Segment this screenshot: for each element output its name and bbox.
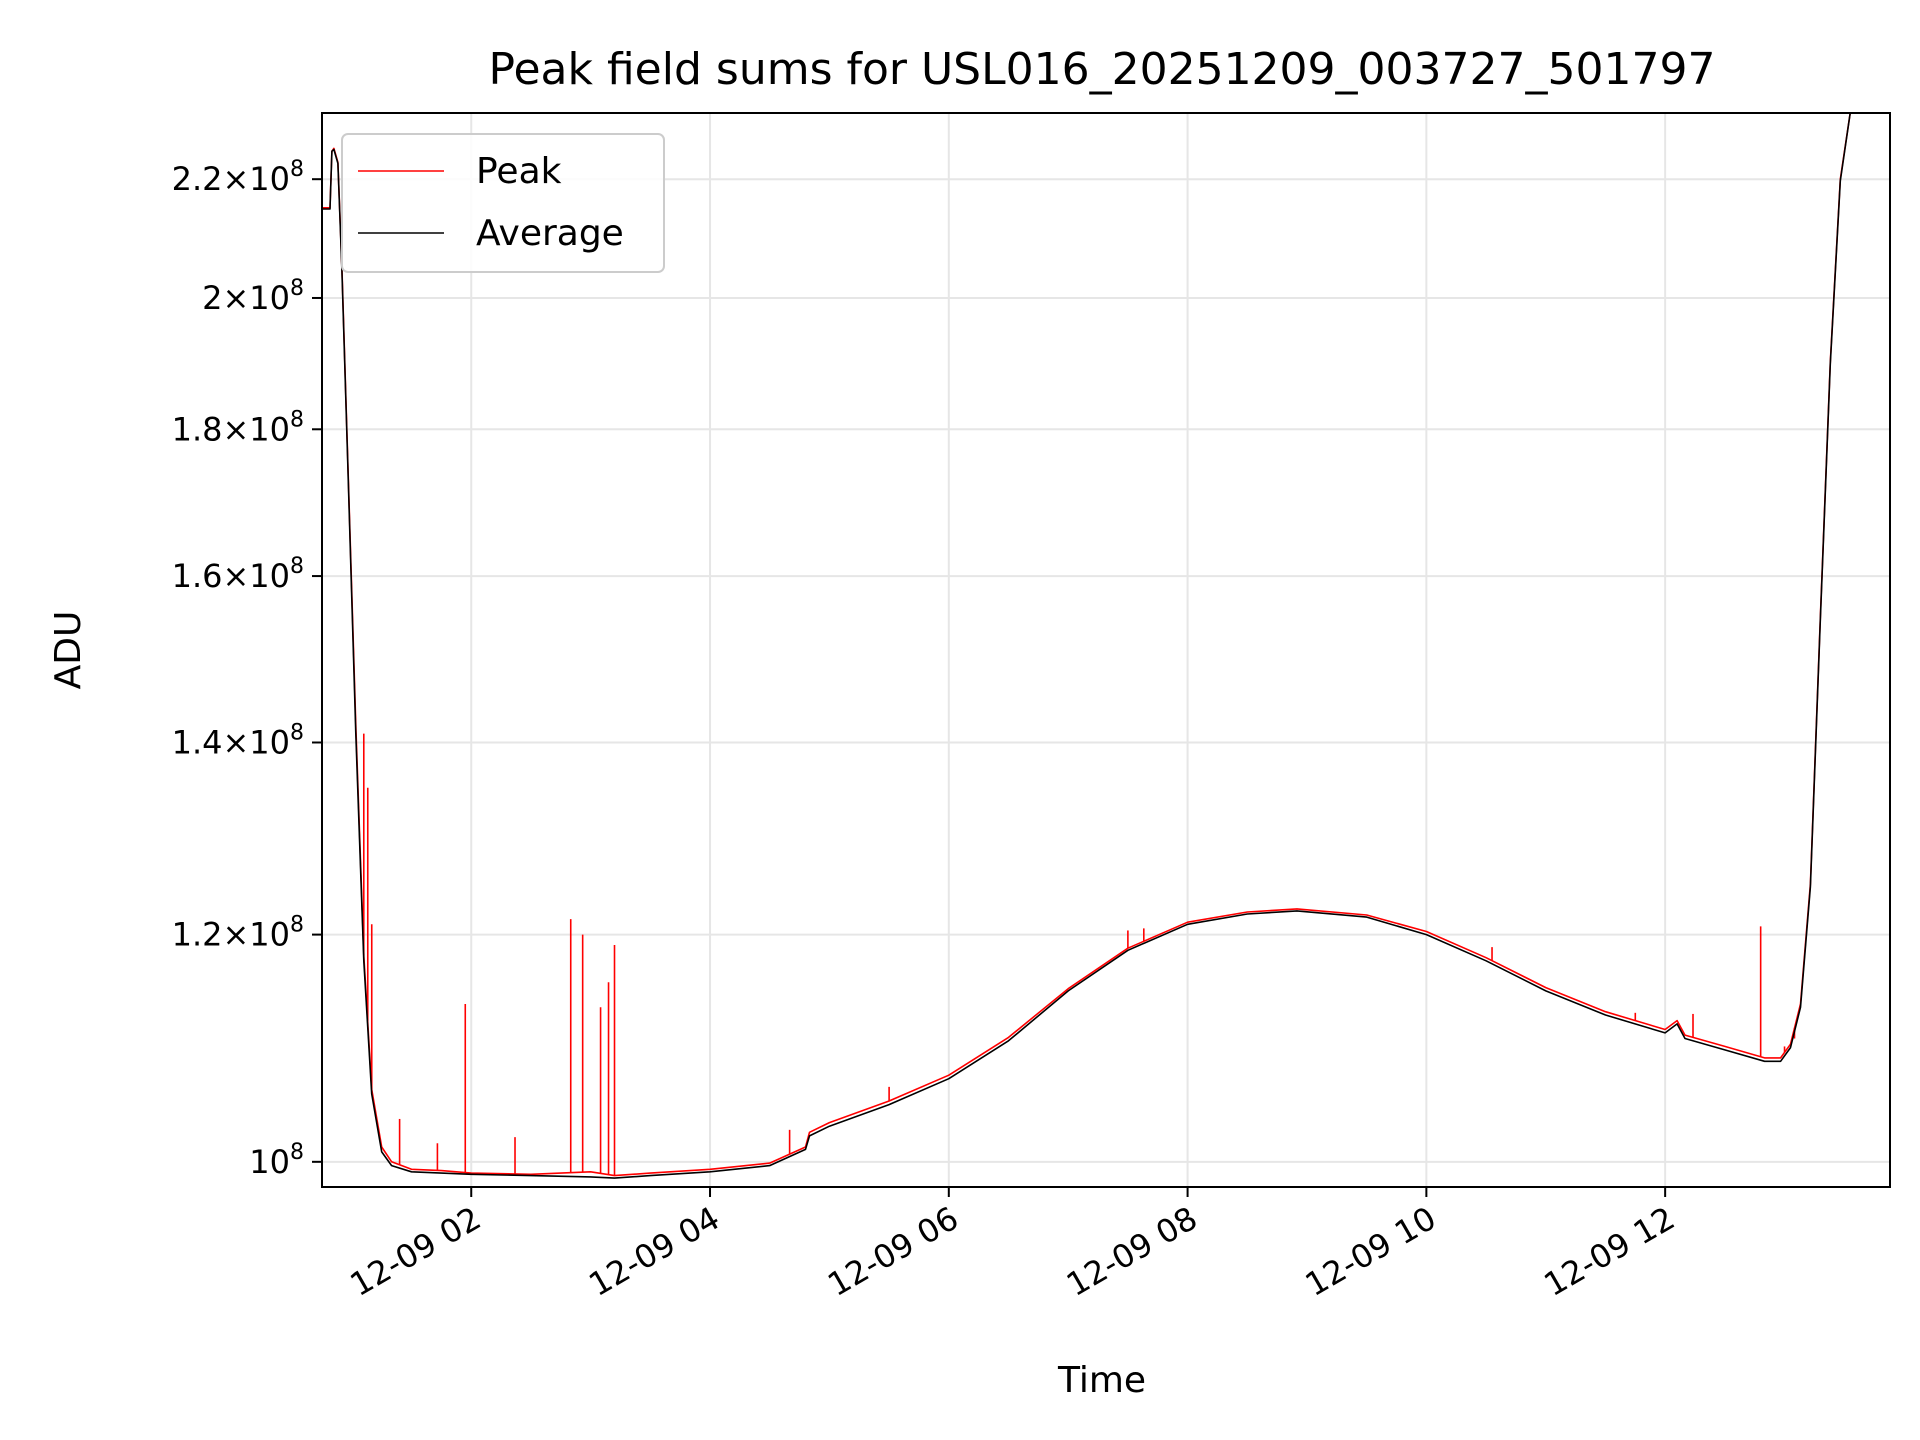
chart-title: Peak field sums for USL016_20251209_0037… [489, 44, 1716, 95]
y-tick-label: 1.8×108 [172, 407, 304, 448]
axes-frame [321, 112, 1891, 1188]
legend-box [341, 133, 665, 273]
series-line-average [322, 113, 1851, 1179]
y-tick-label: 1.6×108 [172, 554, 304, 595]
x-axis-label: Time [1057, 1360, 1146, 1401]
legend-label-average: Average [476, 213, 624, 254]
y-axis: 1081.2×1081.4×1081.6×1081.8×1082×1082.2×… [172, 157, 322, 1181]
plot-area [322, 113, 1851, 1179]
y-axis-label: ADU [48, 611, 89, 690]
y-tick-label: 2×108 [202, 276, 304, 317]
y-tick-label: 1.4×108 [172, 720, 304, 761]
y-tick-label: 2.2×108 [172, 157, 304, 198]
legend: Peak Average [341, 133, 665, 273]
y-tick-label: 1.2×108 [172, 913, 304, 954]
legend-label-peak: Peak [476, 151, 562, 192]
